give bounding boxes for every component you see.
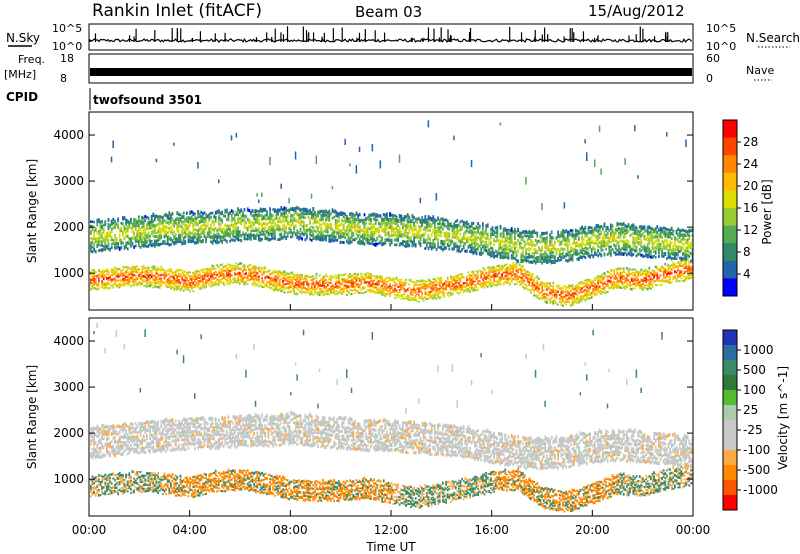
velocity-ylabel: Slant Range [km] [25,365,39,469]
colorbar-tick-label: -1000 [743,483,778,497]
y-tick-label: 2000 [53,426,84,440]
x-tick-label: 16:00 [474,523,509,537]
colorbar-tick-label: 12 [743,223,758,237]
freq-panel: Freq. [MHz] 18 8 60 0 Nave [4,52,774,85]
freq-trace [90,68,692,76]
freq-unit: [MHz] [4,68,36,81]
x-tick-label: 00:00 [72,523,107,537]
y-tick-label: 3000 [53,380,84,394]
colorbar-tick-label: 25 [743,403,758,417]
y-tick-label: 1000 [53,266,84,280]
nsky-label: N.Sky [6,31,40,45]
velocity-y-axis: 1000 2000 3000 4000 [53,334,693,486]
x-tick-label: 20:00 [575,523,610,537]
power-ylabel: Slant Range [km] [25,159,39,263]
cpid-label: CPID [6,90,38,104]
colorbar-tick-label: 500 [743,363,766,377]
nsearch-label: N.Search [746,31,800,45]
power-colorbar: 28 24 20 16 12 8 4 [722,119,758,297]
power-colorbar-label: Power [dB] [760,179,774,244]
time-x-axis: 00:00 04:00 08:00 12:00 16:00 20:00 00:00 [72,304,711,537]
nsky-left-tick-top: 10^5 [52,22,82,35]
colorbar-tick-label: 28 [743,135,758,149]
velocity-colorbar: 1000 500 100 25 -25 -100 -500 -1000 [722,329,778,511]
colorbar-tick-label: -100 [743,443,770,457]
y-tick-label: 3000 [53,174,84,188]
station-title: Rankin Inlet (fitACF) [92,1,262,21]
colorbar-tick-label: 24 [743,157,758,171]
nsky-right-tick-top: 10^5 [706,22,736,35]
colorbar-tick-label: 4 [743,267,751,281]
nsky-trace [89,26,692,43]
cpid-program: twofsound 3501 [93,93,202,107]
colorbar-tick-label: -500 [743,463,770,477]
freq-left-tick-bottom: 8 [60,72,67,85]
nave-right-tick-top: 60 [706,52,720,65]
nsky-left-tick-bottom: 10^0 [52,40,82,53]
nsky-panel: N.Sky 10^5 10^0 10^5 10^0 N.Search [6,22,800,53]
colorbar-tick-label: 100 [743,383,766,397]
beam-label: Beam 03 [355,3,422,21]
colorbar-tick-label: 8 [743,245,751,259]
y-tick-label: 4000 [53,334,84,348]
power-heatmap [90,120,694,307]
colorbar-tick-label: 16 [743,201,758,215]
x-tick-label: 04:00 [172,523,207,537]
y-tick-label: 1000 [53,472,84,486]
velocity-heatmap [90,323,694,513]
x-tick-label: 08:00 [273,523,308,537]
power-y-axis: 1000 2000 3000 4000 [53,128,693,280]
time-xlabel: Time UT [365,540,416,554]
y-tick-label: 2000 [53,220,84,234]
date-label: 15/Aug/2012 [588,2,685,20]
cpid-panel: CPID twofsound 3501 [6,88,202,110]
nave-label: Nave [746,64,774,77]
x-tick-label: 12:00 [374,523,409,537]
y-tick-label: 4000 [53,128,84,142]
freq-left-tick-top: 18 [60,52,74,65]
freq-label: Freq. [18,53,45,66]
colorbar-tick-label: 20 [743,179,758,193]
colorbar-tick-label: -25 [743,423,763,437]
x-tick-label: 00:00 [676,523,711,537]
nave-right-tick-bottom: 0 [706,72,713,85]
power-panel: 1000 2000 3000 4000 Slant Range [km] [25,111,694,311]
velocity-colorbar-label: Velocity [m s^-1] [776,366,790,470]
nsky-right-tick-bottom: 10^0 [706,40,736,53]
colorbar-tick-label: 1000 [743,343,774,357]
